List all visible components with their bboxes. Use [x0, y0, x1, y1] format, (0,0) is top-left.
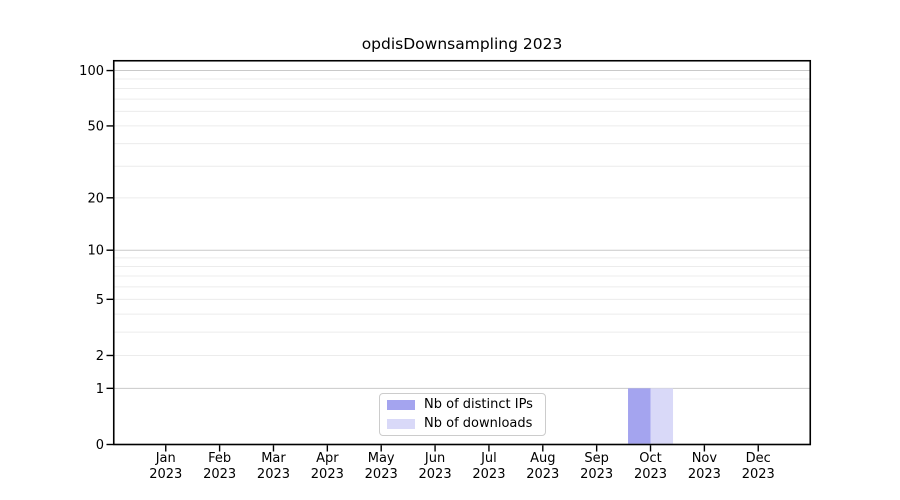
x-tick-label-year: 2023 — [257, 467, 290, 482]
legend-item-downloads: Nb of downloads — [387, 416, 539, 432]
x-tick-label-year: 2023 — [203, 467, 236, 482]
y-tick-label: 2 — [96, 349, 104, 364]
x-tick-label-month: Nov — [692, 451, 718, 466]
x-tick-label-month: Jun — [424, 451, 445, 466]
legend: Nb of distinct IPs Nb of downloads — [379, 393, 546, 436]
x-tick-label-year: 2023 — [149, 467, 182, 482]
x-tick-label-month: Feb — [208, 451, 231, 466]
x-tick-label-month: May — [368, 451, 395, 466]
x-tick-label-month: Apr — [316, 451, 339, 466]
x-tick-label-year: 2023 — [742, 467, 775, 482]
x-tick-label-year: 2023 — [634, 467, 667, 482]
bar-nb-of-downloads — [650, 388, 674, 444]
x-tick-label-year: 2023 — [419, 467, 452, 482]
x-tick-label-year: 2023 — [311, 467, 344, 482]
y-tick-label: 5 — [96, 293, 104, 308]
x-tick-label-month: Dec — [746, 451, 771, 466]
y-tick-label: 0 — [96, 438, 104, 453]
y-tick-label: 50 — [87, 119, 104, 134]
x-tick-label-year: 2023 — [688, 467, 721, 482]
x-tick-label-year: 2023 — [365, 467, 398, 482]
legend-label: Nb of downloads — [424, 416, 533, 431]
y-tick-label: 100 — [79, 64, 104, 79]
legend-label: Nb of distinct IPs — [424, 397, 533, 412]
chart-title: opdisDownsampling 2023 — [361, 35, 563, 53]
x-tick-label-month: Sep — [584, 451, 609, 466]
y-tick-label: 1 — [96, 382, 104, 397]
x-tick-label-year: 2023 — [580, 467, 613, 482]
legend-swatch-distinct-ips — [387, 400, 415, 410]
x-tick-label-month: Mar — [261, 451, 286, 466]
bar-nb-of-distinct-ips — [628, 388, 651, 444]
legend-item-distinct-ips: Nb of distinct IPs — [387, 397, 539, 413]
x-tick-label-month: Jul — [480, 451, 497, 466]
x-tick-label-year: 2023 — [472, 467, 505, 482]
plot-border — [112, 59, 812, 446]
x-tick-label-month: Oct — [639, 451, 661, 466]
x-tick-label-month: Jan — [155, 451, 176, 466]
x-tick-label-year: 2023 — [526, 467, 559, 482]
x-tick-label-month: Aug — [530, 451, 555, 466]
legend-swatch-downloads — [387, 419, 415, 429]
y-tick-label: 10 — [87, 244, 104, 259]
y-tick-label: 20 — [87, 191, 104, 206]
